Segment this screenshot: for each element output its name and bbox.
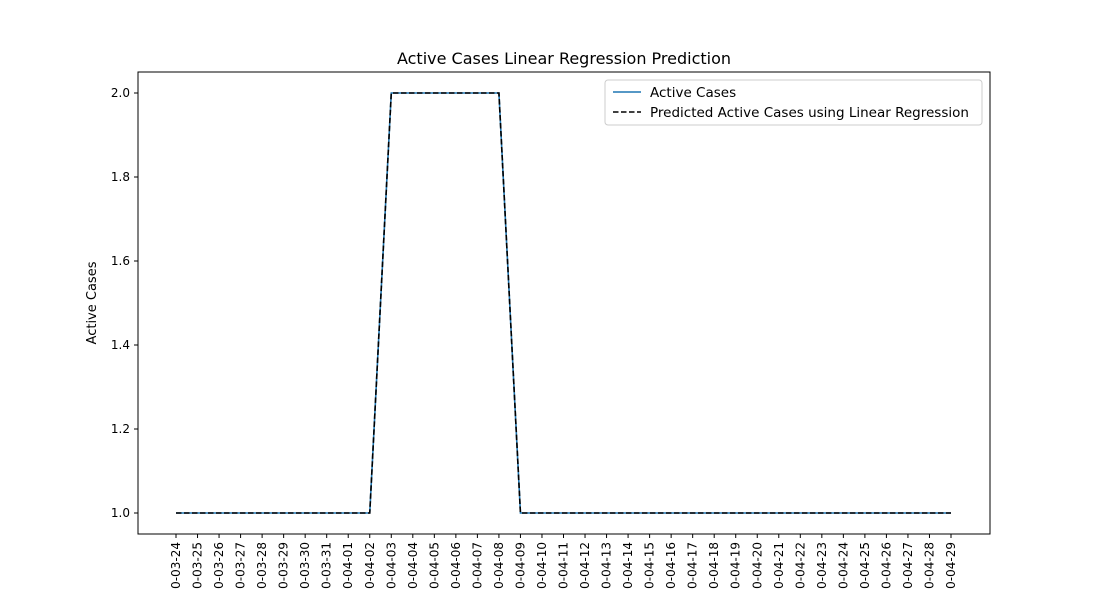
legend-label-1: Active Cases <box>650 85 736 101</box>
y-tick-label: 1.8 <box>111 170 130 184</box>
x-tick-label: 0-04-29 <box>944 542 958 589</box>
x-tick-label: 0-03-27 <box>234 542 248 589</box>
x-tick-label: 0-03-30 <box>298 542 312 589</box>
x-tick-label: 0-03-28 <box>255 542 269 589</box>
y-tick-label: 2.0 <box>111 86 130 100</box>
series-line-1 <box>176 92 951 514</box>
x-tick-label: 0-03-24 <box>169 542 183 589</box>
x-tick-label: 0-04-10 <box>535 542 549 589</box>
legend-box <box>604 79 983 126</box>
x-tick-label: 0-04-01 <box>341 542 355 589</box>
x-tick-label: 0-04-17 <box>686 542 700 589</box>
x-tick-label: 0-04-07 <box>470 542 484 589</box>
plot-area: 1.0 1.2 1.4 1.6 1.8 2.0 0-03-24 0-03-25 0-03-26 0… <box>111 71 991 589</box>
x-tick-label: 0-04-27 <box>901 542 915 589</box>
x-tick-label: 0-04-03 <box>384 542 398 589</box>
x-tick-label: 0-04-26 <box>879 542 893 589</box>
x-tick-label: 0-03-25 <box>191 542 205 589</box>
y-axis-label: Active Cases <box>85 261 100 344</box>
legend-label-2: Predicted Active Cases using Linear Regr… <box>650 105 969 121</box>
y-tick-label: 1.4 <box>111 338 130 352</box>
x-tick-label: 0-04-25 <box>858 542 872 589</box>
legend: Active Cases Predicted Active Cases using… <box>604 79 983 126</box>
x-tick-label: 0-04-21 <box>772 542 786 589</box>
x-tick-label: 0-04-13 <box>600 542 614 589</box>
x-tick-label: 0-04-06 <box>449 542 463 589</box>
x-tick-label: 0-04-08 <box>492 542 506 589</box>
x-tick-label: 0-03-26 <box>212 542 226 589</box>
x-tick-label: 0-04-18 <box>707 542 721 589</box>
series-line-2 <box>176 92 951 514</box>
y-tick-label: 1.2 <box>111 422 130 436</box>
y-tick-label: 1.6 <box>111 254 130 268</box>
y-tick-label: 1.0 <box>111 506 130 520</box>
x-tick-label: 0-04-02 <box>363 542 377 589</box>
x-tick-label: 0-04-04 <box>406 542 420 589</box>
x-tick-label: 0-04-28 <box>922 542 936 589</box>
x-tick-label: 0-04-05 <box>427 542 441 589</box>
x-tick-label: 0-04-16 <box>664 542 678 589</box>
plot-frame <box>137 71 991 535</box>
x-tick-label: 0-03-29 <box>277 542 291 589</box>
x-tick-label: 0-04-11 <box>557 542 571 589</box>
chart-title: Active Cases Linear Regression Predictio… <box>397 49 731 68</box>
x-tick-label: 0-04-19 <box>729 542 743 589</box>
x-tick-label: 0-04-24 <box>836 542 850 589</box>
x-tick-label: 0-04-12 <box>578 542 592 589</box>
x-tick-label: 0-04-14 <box>621 542 635 589</box>
x-tick-label: 0-04-09 <box>513 542 527 589</box>
x-tick-label: 0-04-15 <box>643 542 657 589</box>
x-tick-label: 0-04-22 <box>793 542 807 589</box>
x-tick-label: 0-04-23 <box>815 542 829 589</box>
x-tick-label: 0-04-20 <box>750 542 764 589</box>
x-tick-label: 0-03-31 <box>320 542 334 589</box>
